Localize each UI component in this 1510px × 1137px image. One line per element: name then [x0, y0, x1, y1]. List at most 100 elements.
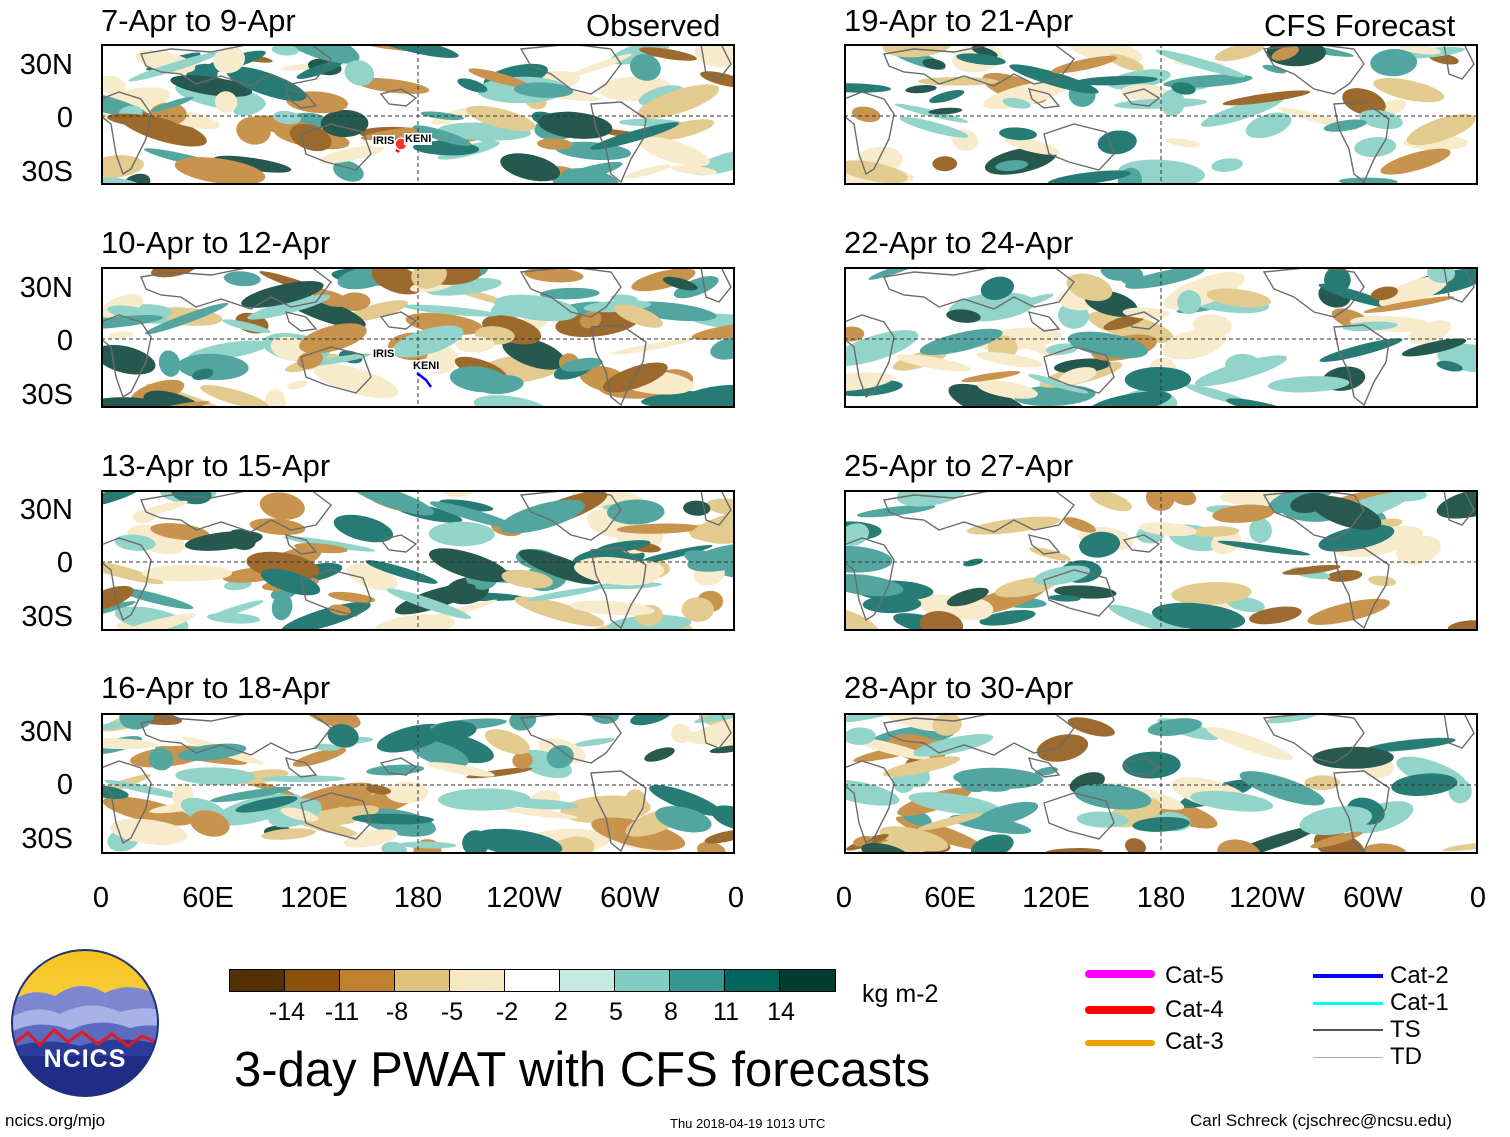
dry-anomaly [1171, 581, 1252, 605]
footer-url[interactable]: ncics.org/mjo [5, 1111, 106, 1130]
moist-anomaly [1401, 338, 1467, 357]
moist-anomaly [394, 583, 476, 615]
coastline [590, 324, 647, 407]
moist-anomaly [634, 544, 713, 565]
panel-border [101, 44, 735, 185]
moist-anomaly [687, 543, 735, 572]
dry-anomaly [280, 807, 319, 822]
dry-anomaly [426, 762, 495, 777]
moist-anomaly [410, 739, 469, 768]
coastline [700, 490, 732, 526]
moist-anomaly [333, 514, 394, 543]
panel-border [844, 44, 1478, 185]
coastline [519, 490, 622, 541]
dry-anomaly [347, 300, 409, 322]
dry-anomaly [1170, 490, 1197, 506]
dry-anomaly [1326, 569, 1363, 582]
dry-anomaly [102, 796, 194, 826]
legend-label-cat5: Cat-5 [1165, 962, 1224, 989]
dry-anomaly [694, 44, 735, 68]
moist-anomaly [560, 357, 603, 372]
colorbar-swatch [669, 969, 726, 992]
moist-anomaly [191, 368, 214, 381]
legend-line-cat1 [1313, 1002, 1383, 1005]
dry-anomaly [1063, 517, 1097, 533]
lon-label-left: 60W [600, 882, 660, 914]
moist-anomaly [1391, 773, 1458, 797]
dry-anomaly [1399, 44, 1441, 55]
observed-header: Observed [586, 8, 721, 43]
dry-anomaly [101, 585, 134, 611]
storm-label-keni: KENI [404, 133, 433, 145]
coastline [844, 760, 895, 845]
dry-anomaly [108, 331, 134, 339]
moist-anomaly [946, 587, 989, 607]
colorbar-swatch [339, 969, 396, 992]
dry-anomaly [574, 557, 660, 586]
legend-label-cat4: Cat-4 [1165, 996, 1224, 1023]
dry-anomaly [1125, 838, 1146, 854]
panel-border [101, 490, 735, 631]
moist-anomaly [502, 336, 566, 370]
moist-anomaly [398, 841, 457, 849]
moist-anomaly [1211, 158, 1244, 172]
map-panel-4 [101, 713, 735, 854]
dry-anomaly [259, 492, 305, 520]
dry-anomaly [514, 596, 605, 627]
dry-anomaly [616, 523, 702, 534]
moist-anomaly [150, 96, 194, 112]
moist-anomaly [1364, 737, 1456, 752]
moist-anomaly [101, 315, 164, 330]
dry-anomaly [932, 713, 962, 736]
main-title: 3-day PWAT with CFS forecasts [234, 1043, 931, 1097]
coastline [300, 792, 372, 840]
moist-anomaly [420, 111, 464, 120]
coastline [1333, 770, 1390, 853]
panel-title-2: 10-Apr to 12-Apr [101, 225, 331, 260]
moist-anomaly [948, 383, 1029, 408]
colorbar-swatch [724, 969, 781, 992]
dry-anomaly [977, 380, 1038, 399]
moist-anomaly [971, 45, 998, 58]
panel-border [844, 713, 1478, 854]
moist-anomaly [457, 78, 488, 93]
moist-anomaly [1262, 64, 1286, 74]
coastline [284, 757, 318, 778]
moist-anomaly [913, 734, 994, 757]
moist-anomaly [1053, 358, 1111, 374]
moist-anomaly [313, 743, 340, 751]
moist-anomaly [638, 85, 684, 107]
moist-anomaly [101, 344, 156, 375]
dry-anomaly [524, 267, 584, 283]
storm-label-iris: IRIS [372, 348, 396, 360]
moist-anomaly [979, 610, 1036, 626]
dry-anomaly [1249, 606, 1302, 625]
dry-anomaly [110, 818, 188, 845]
moist-anomaly [856, 504, 936, 518]
dry-anomaly [141, 564, 233, 582]
dry-anomaly [844, 372, 894, 392]
moist-anomaly [844, 545, 893, 573]
coastline [1027, 757, 1061, 778]
dry-anomaly [106, 613, 196, 631]
moist-anomaly [376, 723, 447, 753]
lon-label-right: 0 [1469, 882, 1487, 914]
coastline [300, 123, 372, 171]
coastline [883, 713, 1075, 756]
moist-anomaly [344, 60, 375, 86]
coastline [140, 44, 332, 87]
dry-anomaly [1307, 598, 1390, 625]
coastline [379, 757, 418, 776]
dry-anomaly [602, 362, 668, 393]
dry-anomaly [289, 123, 332, 152]
moist-anomaly [116, 587, 194, 610]
moist-anomaly [386, 588, 472, 619]
coastline [1122, 311, 1161, 330]
lat-label-30s: 30S [21, 379, 73, 411]
dry-anomaly [174, 157, 266, 185]
moist-anomaly [1076, 811, 1129, 828]
dry-anomaly [844, 607, 880, 631]
coastline [379, 311, 418, 330]
moist-anomaly [101, 785, 129, 799]
panel-title-8: 28-Apr to 30-Apr [844, 670, 1074, 705]
